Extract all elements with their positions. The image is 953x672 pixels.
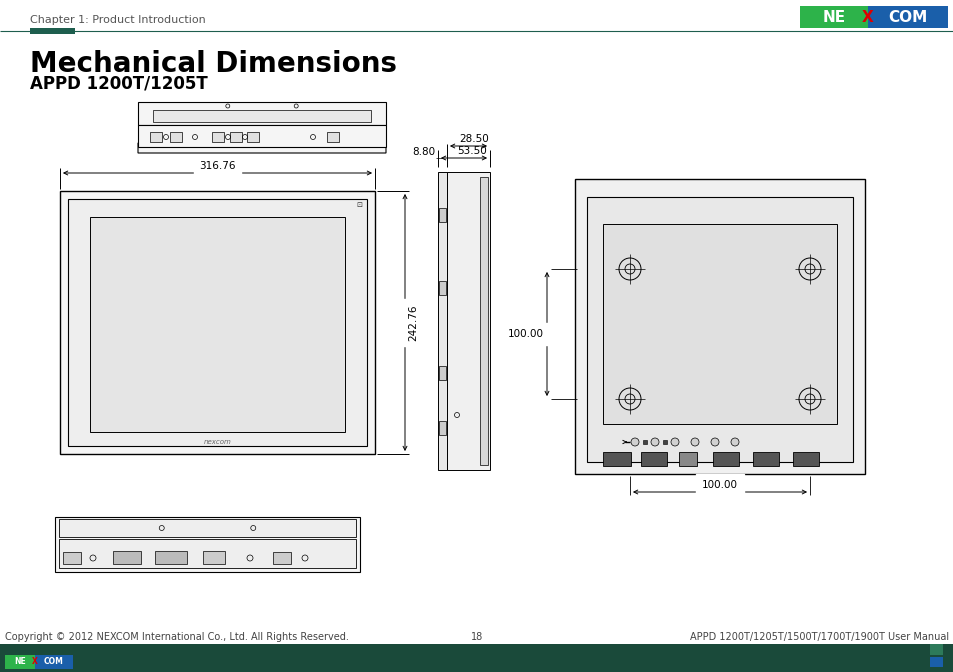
Bar bbox=[438, 366, 446, 380]
Text: 28.50: 28.50 bbox=[459, 134, 489, 144]
Bar bbox=[929, 657, 942, 667]
Bar bbox=[640, 452, 666, 466]
Bar bbox=[800, 6, 867, 28]
Bar bbox=[0, 644, 953, 672]
Text: NE: NE bbox=[821, 9, 844, 24]
Text: X: X bbox=[32, 657, 38, 667]
Bar bbox=[273, 552, 291, 564]
Text: 100.00: 100.00 bbox=[701, 480, 738, 490]
Bar bbox=[170, 132, 182, 142]
Bar bbox=[867, 6, 947, 28]
FancyBboxPatch shape bbox=[138, 143, 386, 153]
Text: 18: 18 bbox=[471, 632, 482, 642]
Text: APPD 1200T/1205T/1500T/1700T/1900T User Manual: APPD 1200T/1205T/1500T/1700T/1900T User … bbox=[689, 632, 948, 642]
Bar bbox=[30, 28, 75, 34]
Text: COM: COM bbox=[887, 9, 926, 24]
Bar bbox=[327, 132, 338, 142]
Bar bbox=[575, 179, 864, 474]
Text: 8.80: 8.80 bbox=[412, 147, 435, 157]
Bar bbox=[148, 102, 375, 110]
Bar bbox=[447, 172, 490, 470]
Bar bbox=[437, 172, 447, 470]
Circle shape bbox=[730, 438, 739, 446]
Bar bbox=[652, 440, 657, 444]
Bar bbox=[586, 197, 852, 462]
Circle shape bbox=[690, 438, 699, 446]
Bar bbox=[247, 132, 258, 142]
Circle shape bbox=[650, 438, 659, 446]
Bar bbox=[63, 552, 81, 564]
Text: 53.50: 53.50 bbox=[456, 146, 486, 156]
Bar bbox=[662, 440, 666, 444]
Bar bbox=[138, 125, 386, 147]
Bar bbox=[68, 199, 367, 446]
Bar bbox=[90, 217, 345, 432]
Circle shape bbox=[670, 438, 679, 446]
Bar bbox=[35, 655, 73, 669]
Bar bbox=[5, 655, 35, 669]
Bar bbox=[602, 224, 836, 424]
Text: Chapter 1: Product Introduction: Chapter 1: Product Introduction bbox=[30, 15, 206, 25]
Bar bbox=[150, 132, 162, 142]
Bar bbox=[438, 208, 446, 222]
Text: X: X bbox=[862, 9, 873, 24]
Text: 242.76: 242.76 bbox=[408, 304, 417, 341]
Bar bbox=[479, 177, 488, 465]
Bar bbox=[679, 452, 697, 466]
Bar bbox=[55, 517, 359, 572]
Text: ⊡: ⊡ bbox=[355, 202, 361, 208]
Text: 100.00: 100.00 bbox=[507, 329, 543, 339]
Bar bbox=[59, 539, 355, 568]
Text: Copyright © 2012 NEXCOM International Co., Ltd. All Rights Reserved.: Copyright © 2012 NEXCOM International Co… bbox=[5, 632, 349, 642]
Bar bbox=[438, 421, 446, 435]
Text: APPD 1200T/1205T: APPD 1200T/1205T bbox=[30, 75, 208, 93]
Bar bbox=[929, 644, 942, 655]
Text: COM: COM bbox=[44, 657, 64, 667]
Bar bbox=[602, 452, 630, 466]
Bar bbox=[59, 519, 355, 537]
Bar bbox=[154, 551, 187, 564]
Text: nexcom: nexcom bbox=[203, 439, 232, 445]
Bar bbox=[112, 551, 141, 564]
Text: Mechanical Dimensions: Mechanical Dimensions bbox=[30, 50, 396, 78]
Bar bbox=[60, 191, 375, 454]
Circle shape bbox=[710, 438, 719, 446]
Bar bbox=[792, 452, 818, 466]
Bar bbox=[230, 132, 242, 142]
Circle shape bbox=[630, 438, 639, 446]
Bar bbox=[152, 110, 371, 122]
Bar bbox=[642, 440, 646, 444]
Bar bbox=[212, 132, 224, 142]
Text: 316.76: 316.76 bbox=[199, 161, 235, 171]
Bar bbox=[752, 452, 779, 466]
Text: NE: NE bbox=[14, 657, 26, 667]
Bar bbox=[438, 281, 446, 295]
Bar bbox=[138, 102, 386, 125]
Bar bbox=[203, 551, 225, 564]
Bar bbox=[712, 452, 739, 466]
